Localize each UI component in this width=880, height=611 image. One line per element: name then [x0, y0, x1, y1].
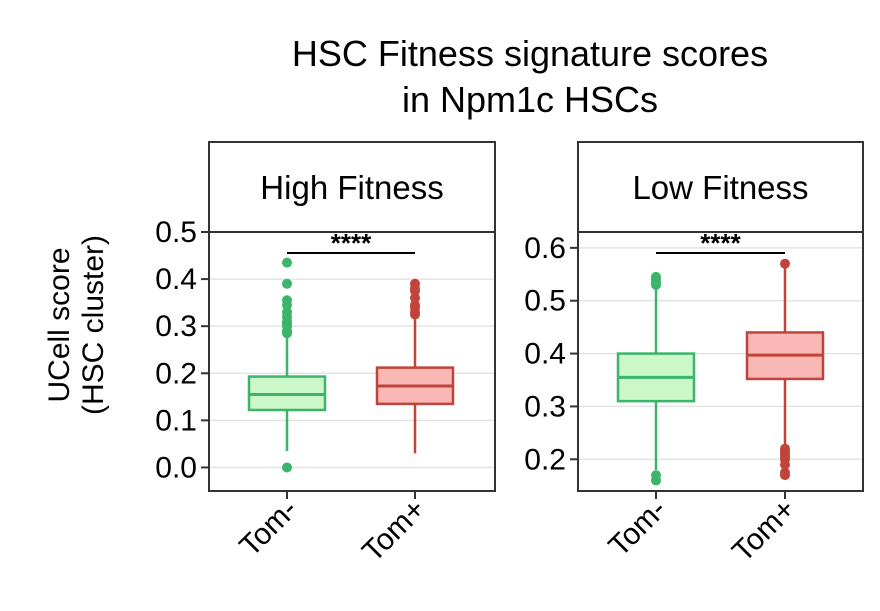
y-tick-label: 0.5 — [524, 285, 566, 318]
y-axis-title-line-2: (HSC cluster) — [77, 235, 110, 415]
panel-border — [208, 231, 496, 492]
x-tick-label: Tom- — [233, 493, 303, 563]
box-Tom+ — [375, 278, 455, 454]
outlier-point — [651, 271, 661, 282]
y-tick-label: 0.3 — [155, 310, 197, 343]
x-tick-label: Tom+ — [356, 493, 432, 569]
outlier-point — [282, 462, 292, 473]
outlier-point — [282, 278, 292, 289]
chart-title: HSC Fitness signature scores in Npm1c HS… — [292, 33, 768, 120]
y-tick-label: 0.0 — [155, 451, 197, 484]
x-tick-label: Tom- — [602, 493, 672, 563]
box-Tom- — [247, 257, 327, 473]
outlier-point — [282, 307, 292, 318]
outlier-point — [780, 467, 790, 478]
outlier-point — [780, 258, 790, 269]
outlier-point — [651, 470, 661, 481]
panel-label: High Fitness — [260, 169, 443, 206]
outlier-point — [780, 443, 790, 454]
panel-border — [577, 231, 864, 492]
y-tick-label: 0.4 — [524, 338, 566, 371]
outlier-point — [282, 295, 292, 306]
panel-label: Low Fitness — [632, 169, 808, 206]
y-tick-label: 0.2 — [155, 357, 197, 390]
y-tick-label: 0.1 — [155, 404, 197, 437]
box-Tom- — [616, 271, 696, 486]
y-tick-label: 0.3 — [524, 390, 566, 423]
y-axis-title: UCell score (HSC cluster) — [43, 235, 110, 415]
outlier-point — [410, 292, 420, 303]
outlier-point — [410, 299, 420, 310]
y-tick-label: 0.4 — [155, 263, 197, 296]
panel-strip — [208, 141, 496, 233]
plot-area — [209, 232, 495, 491]
outlier-point — [410, 278, 420, 289]
y-tick-label: 0.6 — [524, 232, 566, 265]
outlier-point — [282, 257, 292, 268]
x-tick-label: Tom+ — [726, 493, 802, 569]
box-Tom+ — [745, 258, 825, 481]
chart-title-line-1: HSC Fitness signature scores — [292, 33, 768, 74]
chart-title-line-2: in Npm1c HSCs — [402, 79, 658, 120]
y-tick-label: 0.5 — [155, 216, 197, 249]
y-tick-label: 0.2 — [524, 443, 566, 476]
panel-strip — [577, 141, 864, 233]
y-axis-title-line-1: UCell score — [43, 247, 76, 402]
